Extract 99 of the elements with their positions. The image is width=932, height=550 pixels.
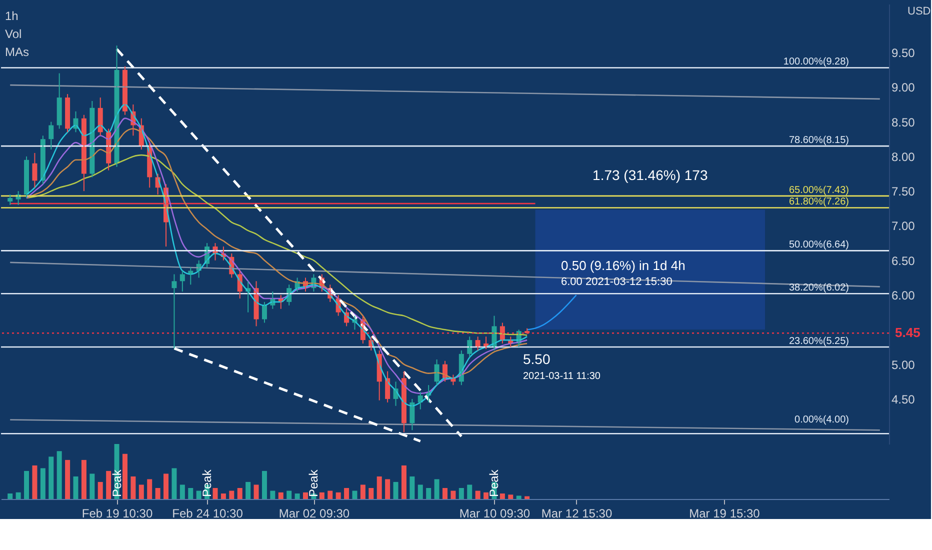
- bar: [286, 490, 292, 499]
- y-tick-label: 9.00: [892, 80, 916, 95]
- bar: [98, 482, 103, 499]
- x-tick-label: Mar 19 15:30: [689, 506, 760, 520]
- ref-line-label: 23.60%(5.25): [788, 336, 849, 347]
- bar: [65, 460, 70, 499]
- x-tick-label: Mar 10 09:30: [459, 506, 530, 520]
- bar: [122, 454, 128, 499]
- bar: [254, 484, 259, 499]
- bar: [368, 488, 374, 499]
- annotation: 0.50 (9.16%) in 1d 4h: [561, 258, 686, 273]
- bar: [524, 496, 530, 499]
- bar: [336, 492, 341, 499]
- bar: [16, 492, 21, 499]
- bar: [246, 482, 251, 499]
- bar: [410, 476, 415, 499]
- bar: [467, 484, 472, 499]
- bar: [188, 488, 194, 499]
- bar: [212, 488, 218, 499]
- line-series: [526, 294, 577, 330]
- ref-line-label: 100.00%(9.28): [783, 56, 849, 68]
- y-tick-label: 5.00: [892, 358, 916, 372]
- bar: [229, 490, 234, 499]
- bar: [442, 488, 448, 499]
- bar: [164, 474, 169, 499]
- ref-line-label: 65.00%(7.43): [788, 184, 849, 196]
- bar: [360, 484, 366, 499]
- bar: [303, 492, 308, 499]
- bar: [294, 494, 300, 499]
- ref-line-label: 61.80%(7.26): [788, 196, 849, 208]
- bar: [393, 482, 398, 499]
- annotation: 5.50: [523, 351, 550, 367]
- bar: [319, 492, 324, 499]
- x-tick-label: Mar 02 09:30: [278, 506, 350, 520]
- y-axis-title: USD: [908, 6, 931, 18]
- bar: [155, 488, 160, 499]
- bar: [344, 488, 350, 499]
- bar: [475, 490, 480, 499]
- bar: [352, 490, 358, 499]
- bar: [8, 494, 13, 499]
- x-tick-label: Feb 24 10:30: [172, 506, 244, 520]
- ref-line-label: 5.45: [895, 325, 920, 340]
- bar: [56, 451, 62, 499]
- annotation: Peak: [306, 468, 321, 497]
- bar: [147, 479, 152, 499]
- annotation: 6.00 2021-03-12 15:30: [561, 276, 672, 288]
- y-tick-label: 8.50: [892, 115, 916, 130]
- y-tick-label: 9.50: [892, 46, 916, 60]
- bar: [385, 479, 390, 499]
- bar: [106, 470, 112, 499]
- annotation: 2021-03-11 11:30: [523, 371, 601, 382]
- bar: [172, 468, 177, 499]
- bar: [40, 468, 46, 499]
- bar: [401, 465, 406, 499]
- bar: [24, 470, 30, 499]
- bar: [500, 494, 505, 499]
- annotation: Peak: [200, 468, 214, 497]
- bar: [138, 484, 144, 499]
- x-tick-label: Feb 19 10:30: [82, 506, 153, 520]
- bar: [237, 488, 242, 499]
- y-tick-label: 8.00: [892, 150, 916, 164]
- annotation: Peak: [487, 468, 502, 497]
- bar: [262, 470, 267, 499]
- bar: [196, 490, 202, 499]
- bar: [90, 474, 95, 499]
- bar: [426, 488, 432, 499]
- y-tick-label: 6.50: [892, 254, 916, 268]
- ref-line-label: 50.00%(6.64): [788, 240, 849, 251]
- bar: [130, 476, 136, 499]
- chart-title: 1h: [5, 9, 18, 23]
- band-label: 1.73 (31.46%) 173: [592, 166, 708, 183]
- bar: [48, 456, 54, 499]
- ref-line-label: 78.60%(8.15): [788, 135, 849, 146]
- bar: [418, 484, 423, 499]
- bar: [270, 490, 276, 499]
- y-tick-label: 7.00: [892, 219, 916, 234]
- bar: [220, 494, 226, 499]
- bar: [516, 496, 522, 499]
- annotation: MAs: [5, 45, 29, 59]
- annotation: Peak: [110, 468, 124, 497]
- bar: [32, 465, 38, 499]
- ref-line-label: 38.20%(6.02): [788, 282, 849, 294]
- bar: [484, 492, 489, 499]
- y-tick-label: 4.50: [892, 392, 916, 406]
- bar: [458, 488, 464, 499]
- bar: [73, 476, 78, 499]
- ref-line-label: 0.00%(4.00): [794, 414, 849, 426]
- annotation: Vol: [5, 27, 22, 41]
- y-tick-label: 6.00: [892, 288, 916, 303]
- bar: [180, 484, 185, 499]
- bar: [81, 460, 86, 499]
- y-tick-label: 7.50: [892, 184, 916, 199]
- x-tick-label: Mar 12 15:30: [541, 506, 612, 520]
- bar: [328, 490, 333, 499]
- bar: [434, 479, 440, 499]
- bar: [376, 476, 382, 499]
- bar: [508, 494, 514, 499]
- bar: [450, 490, 456, 499]
- bar: [278, 492, 284, 499]
